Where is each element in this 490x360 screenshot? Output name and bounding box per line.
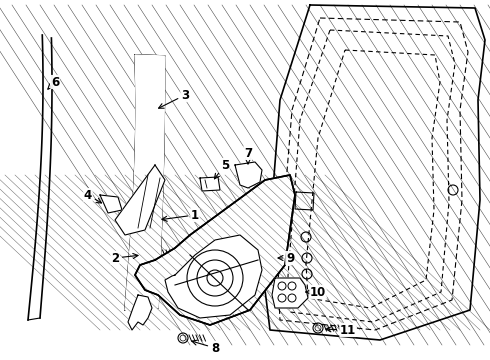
Text: 3: 3: [159, 89, 189, 108]
Text: 8: 8: [192, 340, 219, 355]
Text: 4: 4: [84, 189, 101, 203]
Polygon shape: [125, 55, 164, 310]
Text: 1: 1: [162, 208, 199, 221]
Text: 5: 5: [215, 158, 229, 179]
Text: 2: 2: [111, 252, 138, 265]
Text: 6: 6: [48, 76, 59, 89]
Text: 11: 11: [326, 324, 356, 337]
Polygon shape: [272, 278, 308, 308]
Polygon shape: [128, 295, 152, 330]
Text: 10: 10: [306, 285, 326, 298]
Polygon shape: [115, 165, 165, 235]
Polygon shape: [100, 195, 122, 213]
Polygon shape: [135, 175, 295, 325]
Polygon shape: [200, 177, 220, 191]
Polygon shape: [165, 235, 262, 318]
Text: 7: 7: [244, 147, 252, 164]
Text: 9: 9: [278, 252, 294, 265]
Polygon shape: [235, 162, 262, 188]
